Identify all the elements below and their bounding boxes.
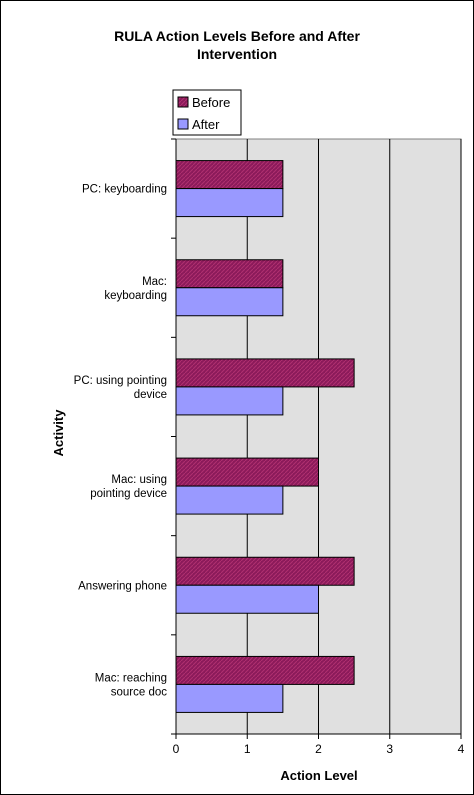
bar-before-2 [175,259,284,289]
category-label-line: device [134,389,167,401]
bar-after-2 [175,287,284,317]
legend-swatch-before [177,96,189,108]
bar-after-1 [175,188,284,218]
category-label-line: keyboarding [104,290,167,302]
legend-swatch-after [177,118,189,130]
category-label-line: pointing device [90,488,167,500]
x-ticks-group: 0 1 2 3 4 [173,734,465,756]
y-axis-title: Activity [51,409,66,457]
category-label-5: Answering phone [78,580,167,592]
bar-after-6 [175,683,284,713]
bar-after-3 [175,386,284,416]
category-label-6: Mac: reaching source doc [95,672,167,698]
category-label-line: Mac: using [111,474,167,486]
x-tick-label-0: 0 [173,742,180,756]
y-ticks-group [171,138,176,735]
gridlines [246,139,462,734]
bar-before-6 [175,655,355,685]
chart-title-line-1: RULA Action Levels Before and After [114,28,360,44]
x-tick-label-1: 1 [244,742,251,756]
chart-title-line-2: Intervention [197,46,277,62]
category-label-line: Answering phone [78,580,167,592]
legend-label-after: After [192,117,220,132]
category-label-line: PC: using pointing [74,375,167,387]
bar-before-5 [175,556,355,586]
category-label-line: Mac: [142,276,167,288]
bar-after-4 [175,485,284,515]
bar-after-5 [175,584,319,614]
category-labels-group: PC: keyboarding Mac: keyboarding PC: using … [74,184,168,699]
bar-before-1 [175,160,284,190]
category-label-4: Mac: using pointing device [90,474,167,500]
x-tick-label-2: 2 [315,742,322,756]
x-axis-title: Action Level [280,768,357,783]
category-label-line: PC: keyboarding [82,184,167,196]
category-label-3: PC: using pointing device [74,375,167,401]
x-tick-label-4: 4 [458,742,465,756]
category-label-line: source doc [111,686,168,698]
category-label-line: Mac: reaching [95,672,167,684]
category-label-1: PC: keyboarding [82,184,167,196]
legend-label-before: Before [192,95,230,110]
legend: Before After [172,89,242,136]
bars-group [175,160,355,713]
x-tick-label-3: 3 [386,742,393,756]
bar-before-3 [175,358,355,388]
category-label-2: Mac: keyboarding [104,276,167,302]
bar-before-4 [175,457,319,487]
